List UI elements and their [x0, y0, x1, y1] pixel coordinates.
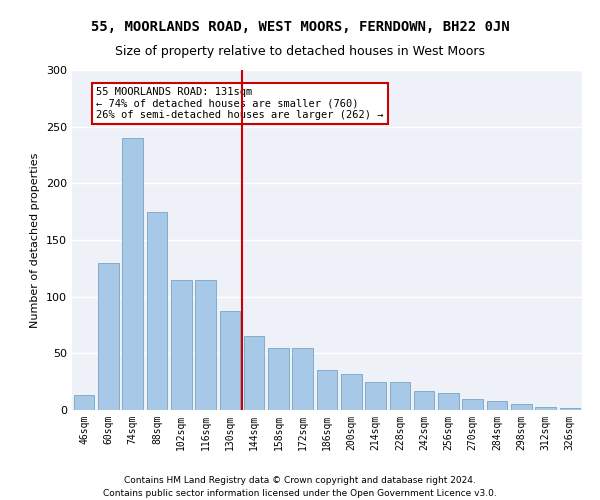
Bar	[317, 370, 337, 410]
Text: 55, MOORLANDS ROAD, WEST MOORS, FERNDOWN, BH22 0JN: 55, MOORLANDS ROAD, WEST MOORS, FERNDOWN…	[91, 20, 509, 34]
Bar	[389, 382, 410, 410]
Bar	[268, 348, 289, 410]
Text: Size of property relative to detached houses in West Moors: Size of property relative to detached ho…	[115, 45, 485, 58]
Bar	[122, 138, 143, 410]
Bar	[244, 336, 265, 410]
Bar	[438, 393, 459, 410]
Bar	[220, 312, 240, 410]
Bar	[146, 212, 167, 410]
Bar	[292, 348, 313, 410]
Bar	[535, 406, 556, 410]
Text: Contains HM Land Registry data © Crown copyright and database right 2024.: Contains HM Land Registry data © Crown c…	[124, 476, 476, 485]
Bar	[195, 280, 216, 410]
Bar	[341, 374, 362, 410]
Text: Contains public sector information licensed under the Open Government Licence v3: Contains public sector information licen…	[103, 488, 497, 498]
Bar	[414, 390, 434, 410]
Bar	[560, 408, 580, 410]
Bar	[487, 401, 508, 410]
Bar	[365, 382, 386, 410]
Bar	[511, 404, 532, 410]
Bar	[74, 396, 94, 410]
Text: 55 MOORLANDS ROAD: 131sqm
← 74% of detached houses are smaller (760)
26% of semi: 55 MOORLANDS ROAD: 131sqm ← 74% of detac…	[96, 87, 384, 120]
Y-axis label: Number of detached properties: Number of detached properties	[31, 152, 40, 328]
Bar	[171, 280, 191, 410]
Bar	[463, 398, 483, 410]
Bar	[98, 262, 119, 410]
